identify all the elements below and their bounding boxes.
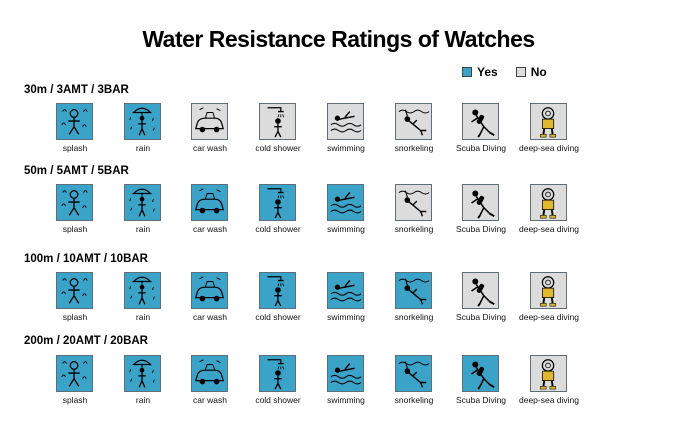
splash-icon: [56, 355, 93, 392]
rating-label: 30m / 3AMT / 3BAR: [24, 84, 129, 96]
deep-sea-diving-icon: [530, 355, 567, 392]
snorkeling-icon: [395, 184, 432, 221]
legend-yes-label: Yes: [477, 65, 498, 79]
activity-label: Scuba Diving: [455, 143, 507, 153]
rain-icon: [124, 355, 161, 392]
rain-icon: [124, 272, 161, 309]
activity-label: cold shower: [255, 143, 301, 153]
rating-label: 200m / 20AMT / 20BAR: [24, 335, 148, 347]
activity-label: snorkeling: [394, 143, 434, 153]
activity-label: swimming: [327, 224, 365, 234]
activity-label: splash: [62, 224, 88, 234]
deep-sea-diving-icon: [530, 103, 567, 140]
activity-label: deep-sea diving: [518, 395, 579, 405]
activity-label: snorkeling: [394, 395, 434, 405]
legend-no: No: [515, 65, 547, 79]
swimming-icon: [327, 355, 364, 392]
swimming-icon: [327, 272, 364, 309]
splash-icon: [56, 103, 93, 140]
activity-label: rain: [135, 143, 151, 153]
cold-shower-icon: [259, 103, 296, 140]
activity-label: rain: [135, 395, 151, 405]
car-wash-icon: [191, 355, 228, 392]
legend: Yes No: [462, 65, 565, 79]
activity-label: cold shower: [255, 395, 301, 405]
swimming-icon: [327, 184, 364, 221]
activity-label: car wash: [192, 395, 227, 405]
rain-icon: [124, 184, 161, 221]
snorkeling-icon: [395, 103, 432, 140]
activity-label: car wash: [192, 312, 227, 322]
snorkeling-icon: [395, 355, 432, 392]
activity-label: splash: [62, 143, 88, 153]
cold-shower-icon: [259, 184, 296, 221]
activity-label: splash: [62, 395, 88, 405]
rain-icon: [124, 103, 161, 140]
activity-label: swimming: [327, 312, 365, 322]
snorkeling-icon: [395, 272, 432, 309]
activity-label: deep-sea diving: [518, 224, 579, 234]
activity-label: splash: [62, 312, 88, 322]
car-wash-icon: [191, 272, 228, 309]
scuba-diving-icon: [462, 355, 499, 392]
splash-icon: [56, 184, 93, 221]
activity-label: swimming: [327, 143, 365, 153]
scuba-diving-icon: [462, 184, 499, 221]
splash-icon: [56, 272, 93, 309]
deep-sea-diving-icon: [530, 184, 567, 221]
activity-label: cold shower: [255, 224, 301, 234]
rating-label: 100m / 10AMT / 10BAR: [24, 253, 148, 265]
activity-label: car wash: [192, 143, 227, 153]
activity-label: rain: [135, 224, 151, 234]
legend-no-label: No: [530, 65, 547, 79]
scuba-diving-icon: [462, 272, 499, 309]
scuba-diving-icon: [462, 103, 499, 140]
rating-label: 50m / 5AMT / 5BAR: [24, 165, 129, 177]
activity-label: Scuba Diving: [455, 395, 507, 405]
activity-label: snorkeling: [394, 312, 434, 322]
page-title: Water Resistance Ratings of Watches: [142, 26, 535, 52]
activity-label: car wash: [192, 224, 227, 234]
activity-label: Scuba Diving: [455, 312, 507, 322]
legend-no-swatch: [515, 67, 526, 77]
car-wash-icon: [191, 103, 228, 140]
car-wash-icon: [191, 184, 228, 221]
legend-yes-swatch: [462, 67, 472, 77]
cold-shower-icon: [259, 272, 296, 309]
activity-label: swimming: [327, 395, 365, 405]
swimming-icon: [327, 103, 364, 140]
deep-sea-diving-icon: [530, 272, 567, 309]
activity-label: cold shower: [255, 312, 301, 322]
activity-label: snorkeling: [394, 224, 434, 234]
legend-yes: Yes: [462, 65, 498, 79]
activity-label: Scuba Diving: [455, 224, 507, 234]
activity-label: rain: [135, 312, 151, 322]
cold-shower-icon: [259, 355, 296, 392]
activity-label: deep-sea diving: [518, 143, 579, 153]
activity-label: deep-sea diving: [518, 312, 579, 322]
